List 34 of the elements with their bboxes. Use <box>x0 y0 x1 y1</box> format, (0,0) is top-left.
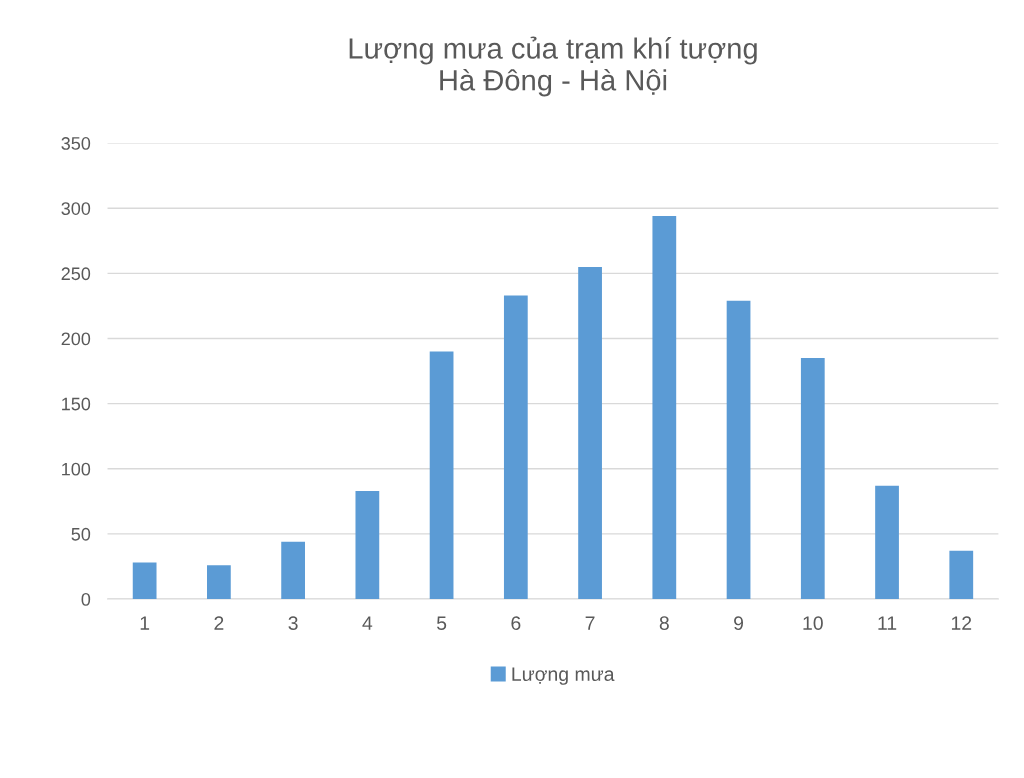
x-tick-label: 7 <box>585 616 595 630</box>
y-tick-label: 150 <box>62 397 91 411</box>
x-tick-label: 10 <box>803 616 823 631</box>
x-tick-label: 1 <box>140 616 150 630</box>
y-tick-label: 50 <box>71 527 91 541</box>
x-tick-label: 8 <box>659 616 669 631</box>
bar <box>652 216 677 600</box>
x-tick-label: 11 <box>878 616 897 630</box>
y-tick-label: 0 <box>81 592 91 606</box>
bar <box>429 351 454 600</box>
x-tick-label: 9 <box>734 616 744 631</box>
bar <box>503 295 528 600</box>
bar <box>875 485 899 600</box>
bar <box>726 300 751 600</box>
legend-label: Lượng mưa <box>512 667 615 685</box>
bar <box>132 562 157 600</box>
y-tick-label: 300 <box>61 202 91 215</box>
y-tick-label: 350 <box>61 137 91 150</box>
y-tick-label: 250 <box>61 267 91 281</box>
bar <box>207 565 231 600</box>
bar <box>355 490 380 600</box>
chart-title: Lượng mưa của trạm khí tượng Hà Đông - Hà Nội <box>349 36 757 97</box>
bar <box>949 550 974 600</box>
x-tick-label: 6 <box>511 616 521 631</box>
x-tick-label: 4 <box>362 616 373 630</box>
y-tick-label: 100 <box>62 462 91 476</box>
x-tick-label: 2 <box>214 616 224 630</box>
bar <box>281 541 305 600</box>
x-tick-label: 12 <box>951 616 972 630</box>
bar <box>800 358 825 600</box>
x-tick-label: 5 <box>436 616 447 631</box>
bar <box>578 266 602 600</box>
x-tick-label: 3 <box>288 616 298 631</box>
y-tick-label: 200 <box>61 332 91 346</box>
